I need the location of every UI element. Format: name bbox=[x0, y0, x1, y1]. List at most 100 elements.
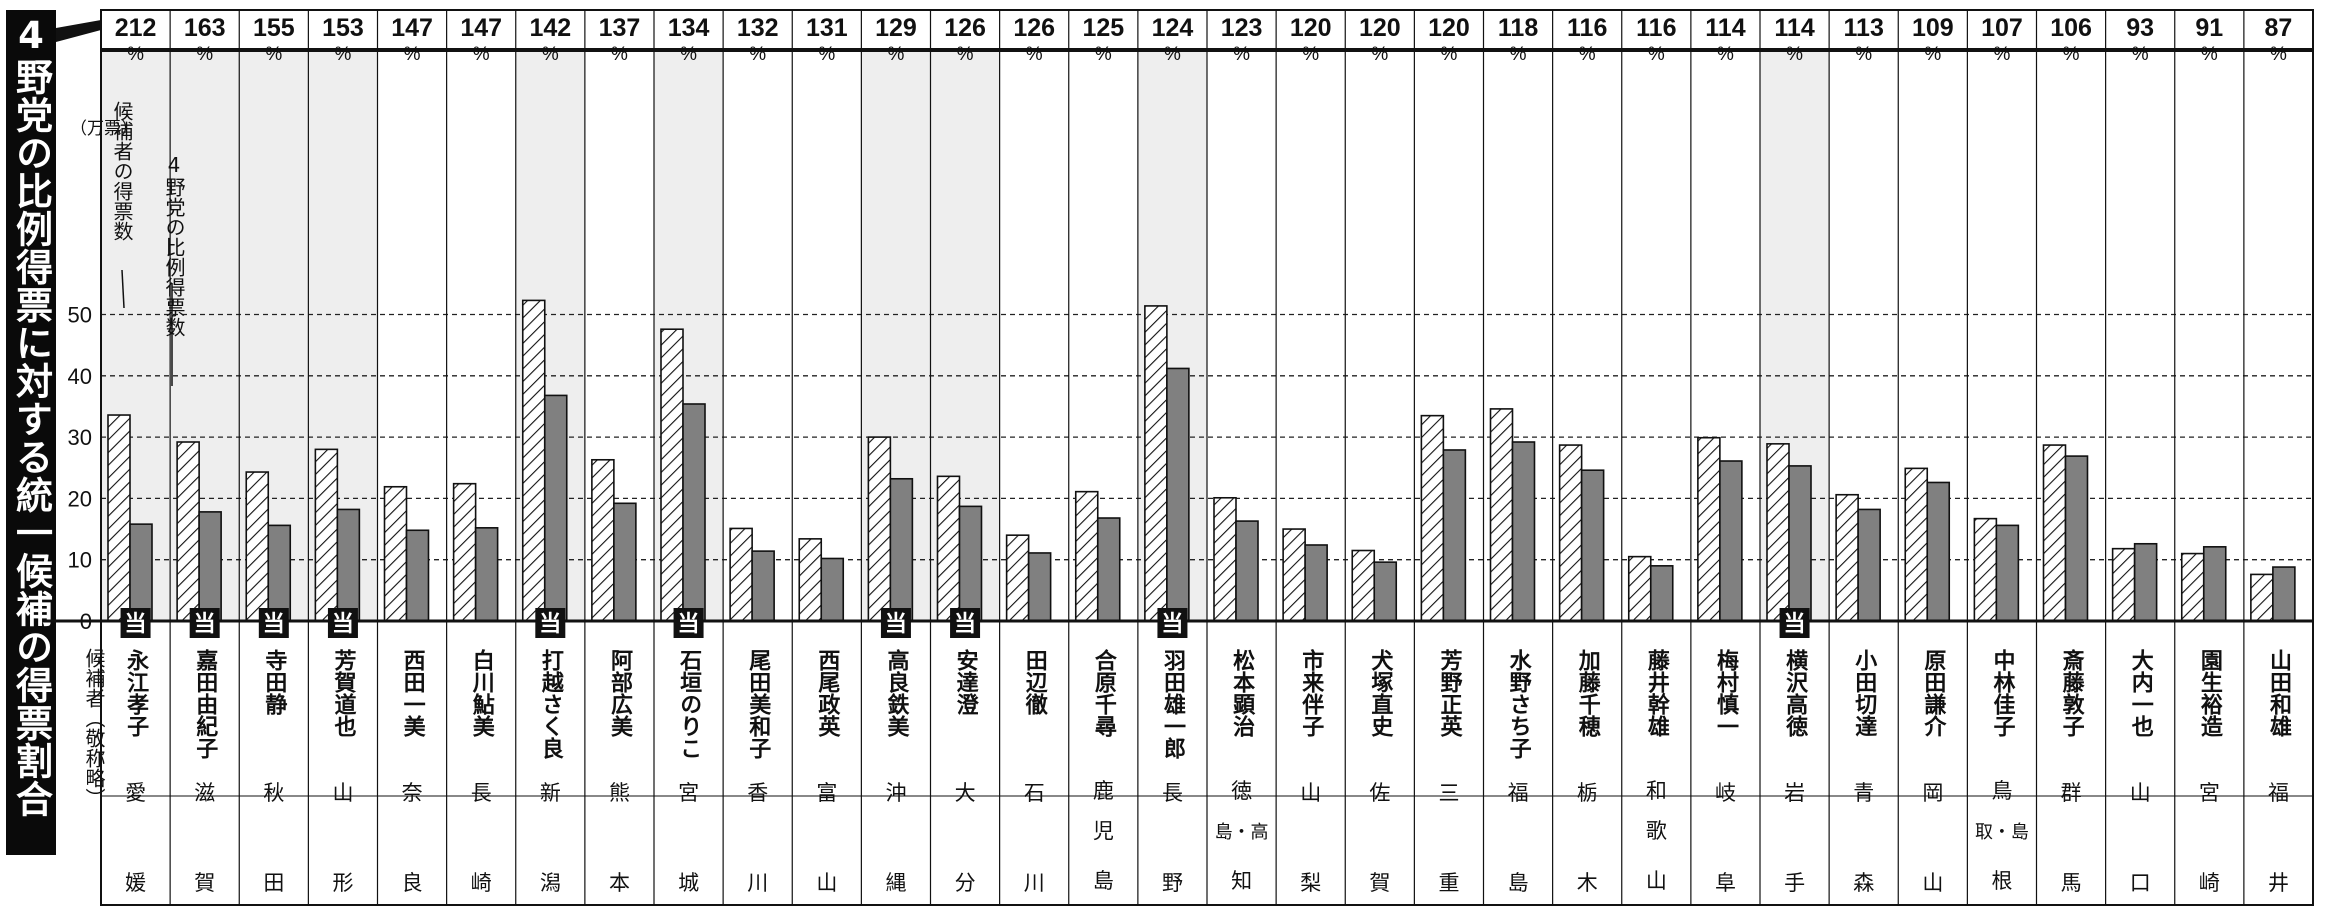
percent-sign: % bbox=[1164, 44, 1181, 65]
candidate-name: 斎藤敦子 bbox=[2059, 648, 2085, 738]
bar-party-votes bbox=[820, 557, 845, 622]
legend-party-votes: 4野党の比例得票数 bbox=[162, 153, 186, 337]
prefecture-char: 山 bbox=[332, 781, 353, 805]
bar-candidate-votes bbox=[2042, 444, 2067, 622]
bar-party-votes bbox=[198, 511, 222, 622]
elected-badge bbox=[120, 608, 151, 638]
prefecture-char: 賀 bbox=[1369, 871, 1390, 895]
percent-sign: % bbox=[2132, 44, 2149, 65]
percent-value: 114 bbox=[1774, 14, 1814, 42]
bar-party-votes bbox=[1649, 565, 1674, 622]
bar-party-votes bbox=[1442, 449, 1467, 622]
percent-sign: % bbox=[1993, 44, 2010, 65]
legend: （万票） 候補者（敬称略） 候補者の得票数 4野党の比例得票数 bbox=[70, 101, 186, 808]
percent-sign: % bbox=[265, 44, 282, 65]
candidate-name: 西尾政英 bbox=[814, 649, 840, 738]
prefecture-char: 富 bbox=[816, 781, 837, 805]
elected-mark: 当 bbox=[1784, 612, 1806, 637]
bar-candidate-votes bbox=[1005, 534, 1030, 622]
percent-sign: % bbox=[680, 44, 697, 65]
candidate-name: 梅村慎一 bbox=[1713, 648, 1739, 737]
percent-sign: % bbox=[404, 44, 421, 65]
prefecture-char: 児 bbox=[1093, 819, 1114, 843]
percent-value: 124 bbox=[1152, 14, 1194, 42]
prefecture-char: 馬 bbox=[2061, 871, 2082, 895]
prefecture-char: 井 bbox=[2268, 871, 2289, 895]
candidate-name: 打越さく良 bbox=[538, 649, 565, 760]
percent-sign: % bbox=[2270, 44, 2287, 65]
bar-party-votes bbox=[1995, 524, 2020, 622]
bar-candidate-votes bbox=[1282, 528, 1306, 622]
bar-party-votes bbox=[405, 529, 430, 622]
candidate-name: 松本顕治 bbox=[1229, 649, 1255, 737]
y-tick-label: 50 bbox=[68, 303, 92, 328]
prefecture-char: 山 bbox=[816, 871, 837, 895]
candidate-name: 高良鉄美 bbox=[883, 648, 909, 737]
elected-mark: 当 bbox=[194, 612, 216, 637]
prefecture-char: 石 bbox=[1024, 781, 1045, 805]
prefecture-char: 口 bbox=[2130, 871, 2151, 895]
prefecture-char: 福 bbox=[2268, 781, 2289, 805]
candidate-name: 小田切達 bbox=[1851, 649, 1877, 737]
elected-mark: 当 bbox=[954, 612, 976, 637]
elected-mark: 当 bbox=[1161, 612, 1183, 637]
prefecture-char: 栃 bbox=[1577, 781, 1598, 805]
percent-value: 132 bbox=[737, 14, 779, 42]
prefecture-char: 群 bbox=[2061, 781, 2082, 805]
prefecture-char: 川 bbox=[1024, 871, 1045, 895]
candidate-name: 寺田静 bbox=[261, 649, 287, 715]
bar-party-votes bbox=[1166, 367, 1190, 622]
prefecture-char: 城 bbox=[678, 871, 699, 895]
bar-candidate-votes bbox=[245, 471, 270, 622]
prefecture-char: 香 bbox=[747, 781, 768, 805]
percent-value: 153 bbox=[322, 14, 364, 42]
candidate-name: 原田謙介 bbox=[1920, 649, 1947, 737]
prefecture-char: 宮 bbox=[678, 781, 699, 805]
candidate-name: 犬塚直史 bbox=[1367, 649, 1393, 738]
bar-candidate-votes bbox=[1351, 549, 1376, 622]
bar-party-votes bbox=[543, 394, 568, 622]
percent-value: 107 bbox=[1981, 14, 2023, 42]
percent-value: 131 bbox=[806, 14, 848, 42]
prefecture-char: 岐 bbox=[1715, 781, 1736, 805]
prefecture-char: 愛 bbox=[125, 781, 146, 805]
prefecture-char: 歌 bbox=[1646, 819, 1667, 843]
candidate-name: 藤井幹雄 bbox=[1644, 648, 1671, 738]
prefecture-char: 潟 bbox=[540, 871, 561, 895]
candidate-name: 横沢高徳 bbox=[1782, 649, 1809, 737]
prefecture-char: 山 bbox=[1922, 871, 1943, 895]
bar-party-votes bbox=[1373, 561, 1398, 622]
percent-sign: % bbox=[1855, 44, 1872, 65]
prefecture-char: 熊 bbox=[609, 781, 630, 805]
prefecture-char: 奈 bbox=[402, 781, 423, 805]
y-tick-label: 0 bbox=[80, 609, 92, 634]
percent-sign: % bbox=[1302, 44, 1319, 65]
percent-sign: % bbox=[1717, 44, 1734, 65]
candidate-name: 尾田美和子 bbox=[745, 649, 771, 760]
prefecture-char: 縄 bbox=[885, 871, 906, 895]
bar-party-votes bbox=[474, 527, 499, 622]
prefecture-char: 重 bbox=[1438, 871, 1459, 895]
row-label: 候補者（敬称略） bbox=[82, 648, 106, 808]
candidate-name: 加藤千穂 bbox=[1575, 649, 1602, 737]
bar-candidate-votes bbox=[1558, 444, 1583, 622]
candidate-name: 水野さち子 bbox=[1506, 649, 1532, 760]
bar-party-votes bbox=[2202, 546, 2227, 622]
prefecture-char: 長 bbox=[1162, 781, 1183, 805]
percent-sign: % bbox=[1440, 44, 1457, 65]
percent-value: 93 bbox=[2126, 14, 2154, 42]
y-tick-label: 30 bbox=[68, 425, 92, 450]
percent-value: 116 bbox=[1567, 14, 1607, 42]
title-bar bbox=[6, 10, 56, 855]
elected-mark: 当 bbox=[539, 612, 561, 637]
bar-party-votes bbox=[751, 550, 775, 622]
percent-sign: % bbox=[127, 44, 144, 65]
prefecture-char: 和 bbox=[1646, 779, 1667, 803]
bar-party-votes bbox=[613, 502, 637, 622]
bar-party-votes bbox=[682, 403, 706, 622]
elected-mark: 当 bbox=[678, 612, 700, 637]
percent-value: 126 bbox=[944, 14, 986, 42]
y-tick-label: 20 bbox=[68, 486, 92, 511]
chart-title: 4野党の比例得票に対する統一候補の得票割合 bbox=[9, 14, 53, 818]
